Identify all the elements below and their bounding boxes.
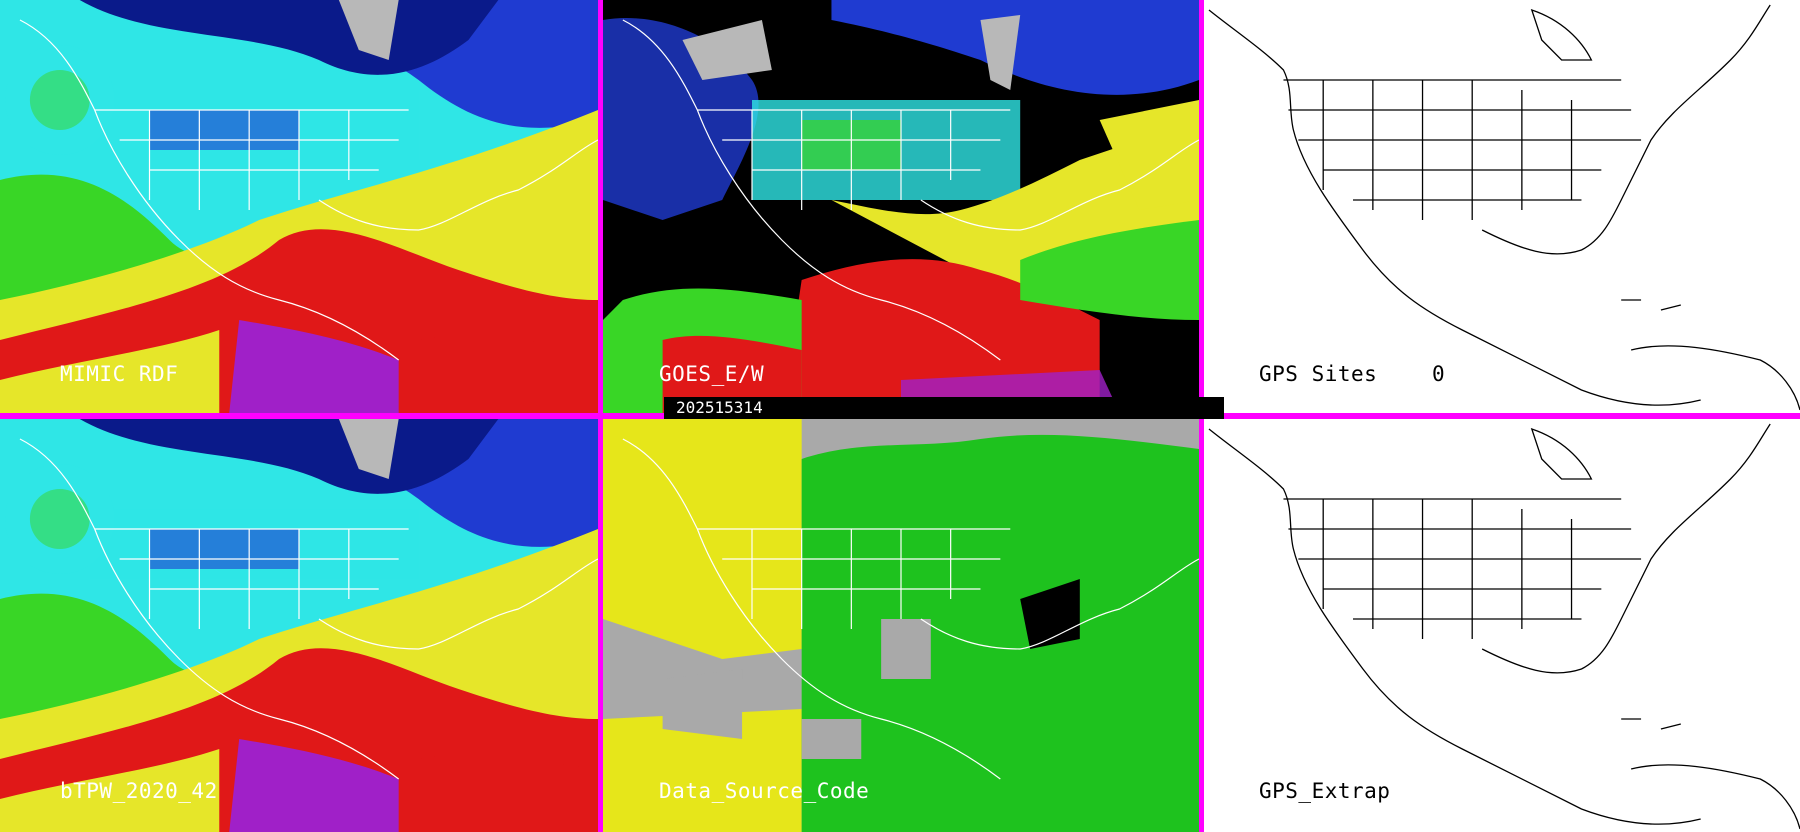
outline-map xyxy=(1204,419,1800,832)
tpw-field-map xyxy=(0,0,598,413)
panel-gps-extrap: GPS_Extrap xyxy=(1204,419,1800,832)
panel-label: GPS_Extrap xyxy=(1259,779,1391,803)
panel-mimic-rdf: MIMIC RDF xyxy=(0,0,598,413)
panel-label: Data_Source_Code xyxy=(659,779,870,803)
panel-label: GPS Sites xyxy=(1259,362,1378,386)
tpw-field-map xyxy=(0,419,598,832)
outline-map xyxy=(1204,0,1800,413)
goes-field-map xyxy=(603,0,1199,413)
panel-btpw-2020-42: bTPW_2020_42 xyxy=(0,419,598,832)
timestamp-label: 202515314 xyxy=(664,397,1224,419)
source-code-map xyxy=(603,419,1199,832)
panel-label: GOES_E/W xyxy=(659,362,765,386)
panel-gps-sites: GPS Sites 0 xyxy=(1204,0,1800,413)
gps-site-count: 0 xyxy=(1432,362,1445,386)
panel-label: MIMIC RDF xyxy=(60,362,179,386)
panel-goes-ew: GOES_E/W xyxy=(603,0,1199,413)
panel-label: bTPW_2020_42 xyxy=(60,779,218,803)
panel-data-source-code: Data_Source_Code xyxy=(603,419,1199,832)
